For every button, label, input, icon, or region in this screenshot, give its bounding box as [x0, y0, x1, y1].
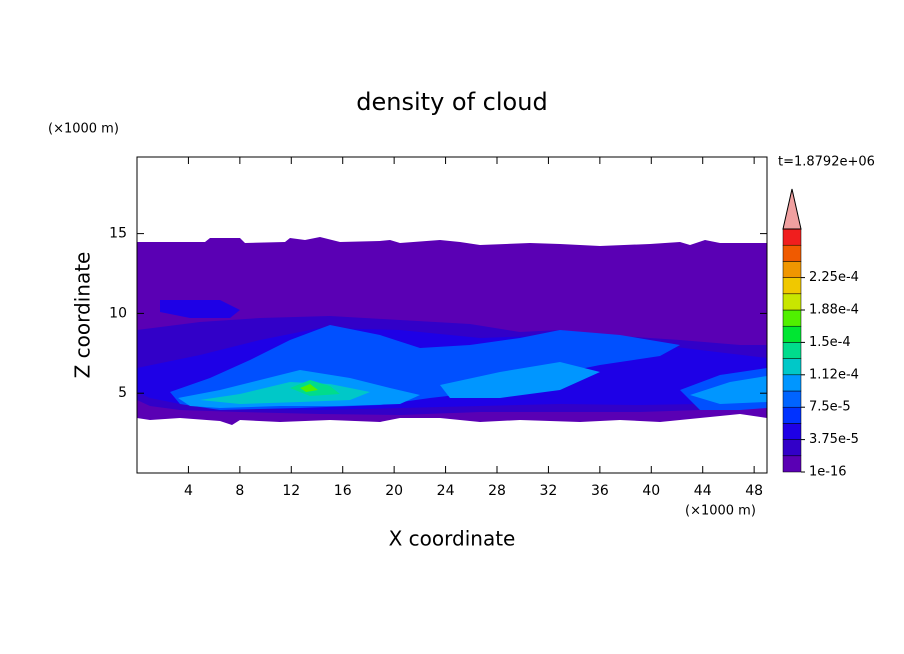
- colorbar-box: [782, 325, 802, 343]
- colorbar-box: [782, 293, 802, 311]
- y-tick-label: 5: [118, 385, 127, 401]
- x-tick-label: 20: [385, 483, 403, 499]
- colorbar-label: 1.5e-4: [809, 335, 851, 350]
- contour-field: [137, 237, 767, 425]
- colorbar-label: 3.75e-5: [809, 432, 859, 447]
- colorbar-label: 1.88e-4: [809, 303, 859, 318]
- y-unit: (×1000 m): [48, 122, 119, 137]
- colorbar-box: [782, 455, 802, 473]
- x-tick-label: 32: [540, 483, 558, 499]
- x-tick-label: 8: [235, 483, 244, 499]
- x-tick-label: 48: [745, 483, 763, 499]
- colorbar-box: [782, 439, 802, 457]
- colorbar-box: [782, 390, 802, 408]
- y-tick-label: 10: [109, 305, 127, 321]
- y-axis-title: Z coordinate: [71, 252, 95, 379]
- x-tick-label: 16: [334, 483, 352, 499]
- colorbar-box: [782, 277, 802, 295]
- colorbar-label: 1.12e-4: [809, 367, 859, 382]
- colorbar-box: [782, 358, 802, 376]
- colorbar-box: [782, 244, 802, 262]
- colorbar-label: 7.5e-5: [809, 400, 851, 415]
- colorbar-label: 2.25e-4: [809, 270, 859, 285]
- colorbar-box: [782, 374, 802, 392]
- x-tick-label: 28: [488, 483, 506, 499]
- x-tick-label: 40: [642, 483, 660, 499]
- x-tick-label: 36: [591, 483, 609, 499]
- colorbar-box: [782, 228, 802, 246]
- colorbar-box: [782, 423, 802, 440]
- colorbar-over: [782, 188, 802, 230]
- colorbar-box: [782, 406, 802, 424]
- chart-title: density of cloud: [356, 88, 547, 116]
- x-tick-label: 44: [694, 483, 712, 499]
- x-axis-title: X coordinate: [389, 527, 516, 551]
- colorbar-box: [782, 261, 802, 278]
- x-tick-label: 24: [437, 483, 455, 499]
- annotation: t=1.8792e+06: [778, 155, 875, 170]
- y-tick-label: 15: [109, 226, 127, 242]
- colorbar-box: [782, 309, 802, 327]
- x-tick-label: 12: [282, 483, 300, 499]
- x-tick-label: 4: [184, 483, 193, 499]
- plot-frame: [136, 156, 768, 474]
- colorbar-box: [782, 342, 802, 359]
- colorbar-label: 1e-16: [809, 465, 847, 480]
- x-unit: (×1000 m): [685, 504, 756, 519]
